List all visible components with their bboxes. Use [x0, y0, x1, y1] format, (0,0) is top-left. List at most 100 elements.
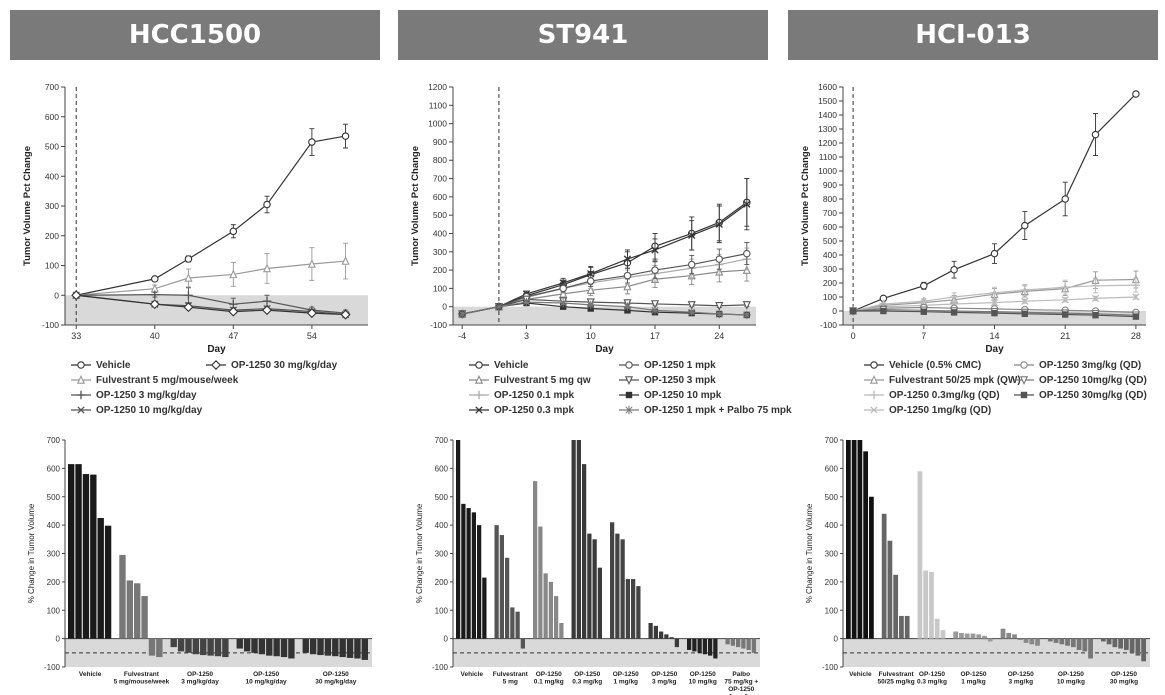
data-point	[306, 308, 317, 319]
waterfall-bar	[1047, 638, 1053, 642]
waterfall-bar	[192, 638, 200, 655]
waterfall-bar	[148, 638, 156, 656]
waterfall-bar	[1070, 638, 1076, 648]
x-tick-label: 24	[714, 331, 724, 341]
series-0	[849, 90, 1140, 315]
data-point	[687, 260, 696, 269]
y-tick-label: 700	[435, 436, 449, 445]
legend-label: OP-1250 10mg/kg (QD)	[1039, 374, 1147, 386]
data-point	[715, 302, 724, 311]
group-label: Vehicle	[79, 671, 102, 678]
group-label: OP-1250 1 mg/kg	[613, 671, 639, 686]
waterfall-bar	[222, 638, 229, 658]
waterfall-bar	[68, 464, 75, 639]
group-label: Fulvestrant 5 mg	[493, 671, 529, 686]
data-point	[715, 309, 724, 319]
legend-label: OP-1250 0.1 mpk	[494, 389, 575, 401]
waterfall-bar	[243, 638, 251, 652]
group-label: OP-1250 3 mg/kg	[651, 671, 677, 686]
data-point	[715, 255, 724, 263]
y-tick-label: 1200	[818, 138, 837, 148]
waterfall-bar	[156, 638, 163, 658]
legend-label: OP-1250 3 mg/kg/day	[96, 389, 197, 401]
waterfall-bar	[592, 539, 597, 639]
y-tick-label: 200	[45, 231, 59, 241]
data-point	[650, 306, 660, 315]
legend-marker	[211, 360, 221, 370]
data-point	[990, 249, 999, 258]
group-label-line: OP-1250	[536, 671, 562, 678]
y-tick-label: 200	[433, 265, 447, 275]
waterfall-bar	[477, 525, 482, 639]
y-tick-label: 500	[823, 236, 837, 246]
waterfall-bar	[510, 607, 515, 639]
panel-st941: ST941 -100 0 100 200 300 400 500 600 700 800 900 10…	[398, 0, 792, 695]
legend-marker	[870, 361, 878, 369]
group-label-line: 0.3 mg/kg	[572, 679, 602, 686]
data-point	[688, 231, 696, 239]
legend-swatch	[1014, 376, 1034, 385]
waterfall-bar	[1076, 638, 1082, 650]
waterfall-bar	[466, 508, 471, 639]
waterfall-bar	[987, 638, 993, 642]
group-label: Vehicle	[461, 671, 484, 678]
legend-item: OP-1250 3 mpk	[618, 373, 716, 387]
group-label-line: 10 mg/kg	[689, 679, 717, 686]
y-tick-label: 300	[825, 550, 839, 559]
y-tick-label: 300	[435, 550, 449, 559]
data-point	[228, 306, 239, 317]
data-point	[184, 272, 193, 282]
data-point	[920, 308, 928, 315]
data-point	[341, 256, 350, 265]
data-point	[340, 309, 351, 320]
data-point	[151, 275, 159, 283]
x-tick-label: 14	[989, 331, 999, 341]
waterfall-bar	[846, 440, 851, 639]
legend-marker	[475, 406, 483, 414]
waterfall-bar	[1135, 638, 1141, 656]
waterfall-bar	[1006, 632, 1012, 639]
waterfall-bar	[669, 637, 674, 639]
group-label: OP-1250 10 mg/kg	[689, 671, 717, 686]
data-point	[71, 290, 82, 301]
series-line	[76, 260, 346, 296]
waterfall-bar	[610, 522, 615, 639]
waterfall-bar	[636, 586, 641, 639]
waterfall-bar	[692, 638, 697, 652]
legend-item: OP-1250 0.3mg/kg (QD)	[863, 388, 1000, 402]
y-tick-label: 300	[823, 264, 837, 274]
x-tick-label: 40	[150, 331, 160, 341]
group-label: Fulvestrant 5 mg/mouse/week	[114, 671, 170, 686]
waterfall-bar	[361, 638, 368, 660]
waterfall-bar	[620, 539, 625, 639]
waterfall-bar	[97, 518, 104, 639]
legend-hcc1500: Vehicle Fulvestrant 5 mg/mouse/week OP-125…	[70, 358, 380, 428]
y-axis-label: % Change in Tumor Volume	[27, 503, 36, 603]
y-tick-label: 400	[47, 521, 61, 530]
waterfall-bar	[746, 638, 751, 650]
y-tick-label: 100	[433, 283, 447, 293]
waterfall-bar	[236, 638, 243, 649]
y-axis-label: Tumor Volume Pct Change	[410, 146, 421, 266]
x-tick-label: 0	[851, 331, 856, 341]
x-tick-label: 28	[1131, 331, 1141, 341]
data-point	[494, 302, 504, 311]
legend-marker	[869, 390, 879, 400]
x-tick-label: 33	[71, 331, 81, 341]
legend-swatch	[864, 361, 884, 369]
waterfall-bar	[266, 638, 273, 656]
legend-swatch	[864, 390, 884, 400]
legend-marker	[77, 406, 85, 414]
waterfall-bar	[354, 638, 361, 659]
legend-item: Fulvestrant 5 mg/mouse/week	[70, 373, 238, 387]
series-line	[462, 203, 748, 315]
y-axis-label: Tumor Volume Pct Change	[22, 146, 33, 266]
waterfall-bar	[863, 451, 869, 639]
legend-swatch	[619, 405, 639, 415]
waterfall-bar	[346, 638, 354, 658]
waterfall-bar	[309, 638, 317, 655]
legend-marker	[625, 391, 633, 399]
waterfall-bar	[1012, 634, 1017, 639]
y-tick-label: 100	[823, 292, 837, 302]
waterfall-bar	[725, 638, 730, 645]
